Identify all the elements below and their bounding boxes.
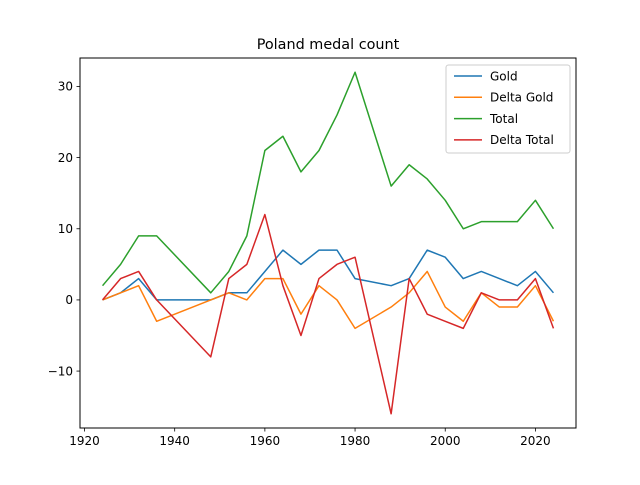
x-tick-label: 1940: [159, 434, 190, 448]
series-lines: [101, 71, 555, 415]
legend-label: Total: [489, 112, 518, 126]
y-tick-label: 30: [58, 80, 73, 94]
y-tick-label: −10: [48, 364, 73, 378]
series-line-0: [102, 249, 555, 301]
x-tick-label: 1920: [69, 434, 100, 448]
x-tick-label: 1960: [250, 434, 281, 448]
series-line-3: [101, 213, 555, 415]
legend-label: Delta Gold: [490, 91, 553, 105]
series-line-2: [101, 71, 555, 294]
plot-frame: [79, 57, 577, 429]
x-tick-label: 2020: [520, 434, 551, 448]
y-tick-label: 10: [58, 222, 73, 236]
legend-label: Delta Total: [490, 133, 554, 147]
y-tick-label: 0: [65, 293, 73, 307]
legend-label: Gold: [490, 69, 518, 83]
chart-title: Poland medal count: [257, 37, 400, 53]
y-axis: −10 0 10 20 30: [48, 80, 80, 378]
x-axis: 1920 1940 1960 1980 2000 2020: [69, 428, 551, 448]
x-tick-label: 1980: [340, 434, 371, 448]
legend-box: [445, 64, 571, 154]
x-tick-label: 2000: [430, 434, 461, 448]
y-tick-label: 20: [58, 151, 73, 165]
series-line-1: [102, 270, 555, 330]
legend: Gold Delta Gold Total Delta Total: [445, 64, 571, 154]
